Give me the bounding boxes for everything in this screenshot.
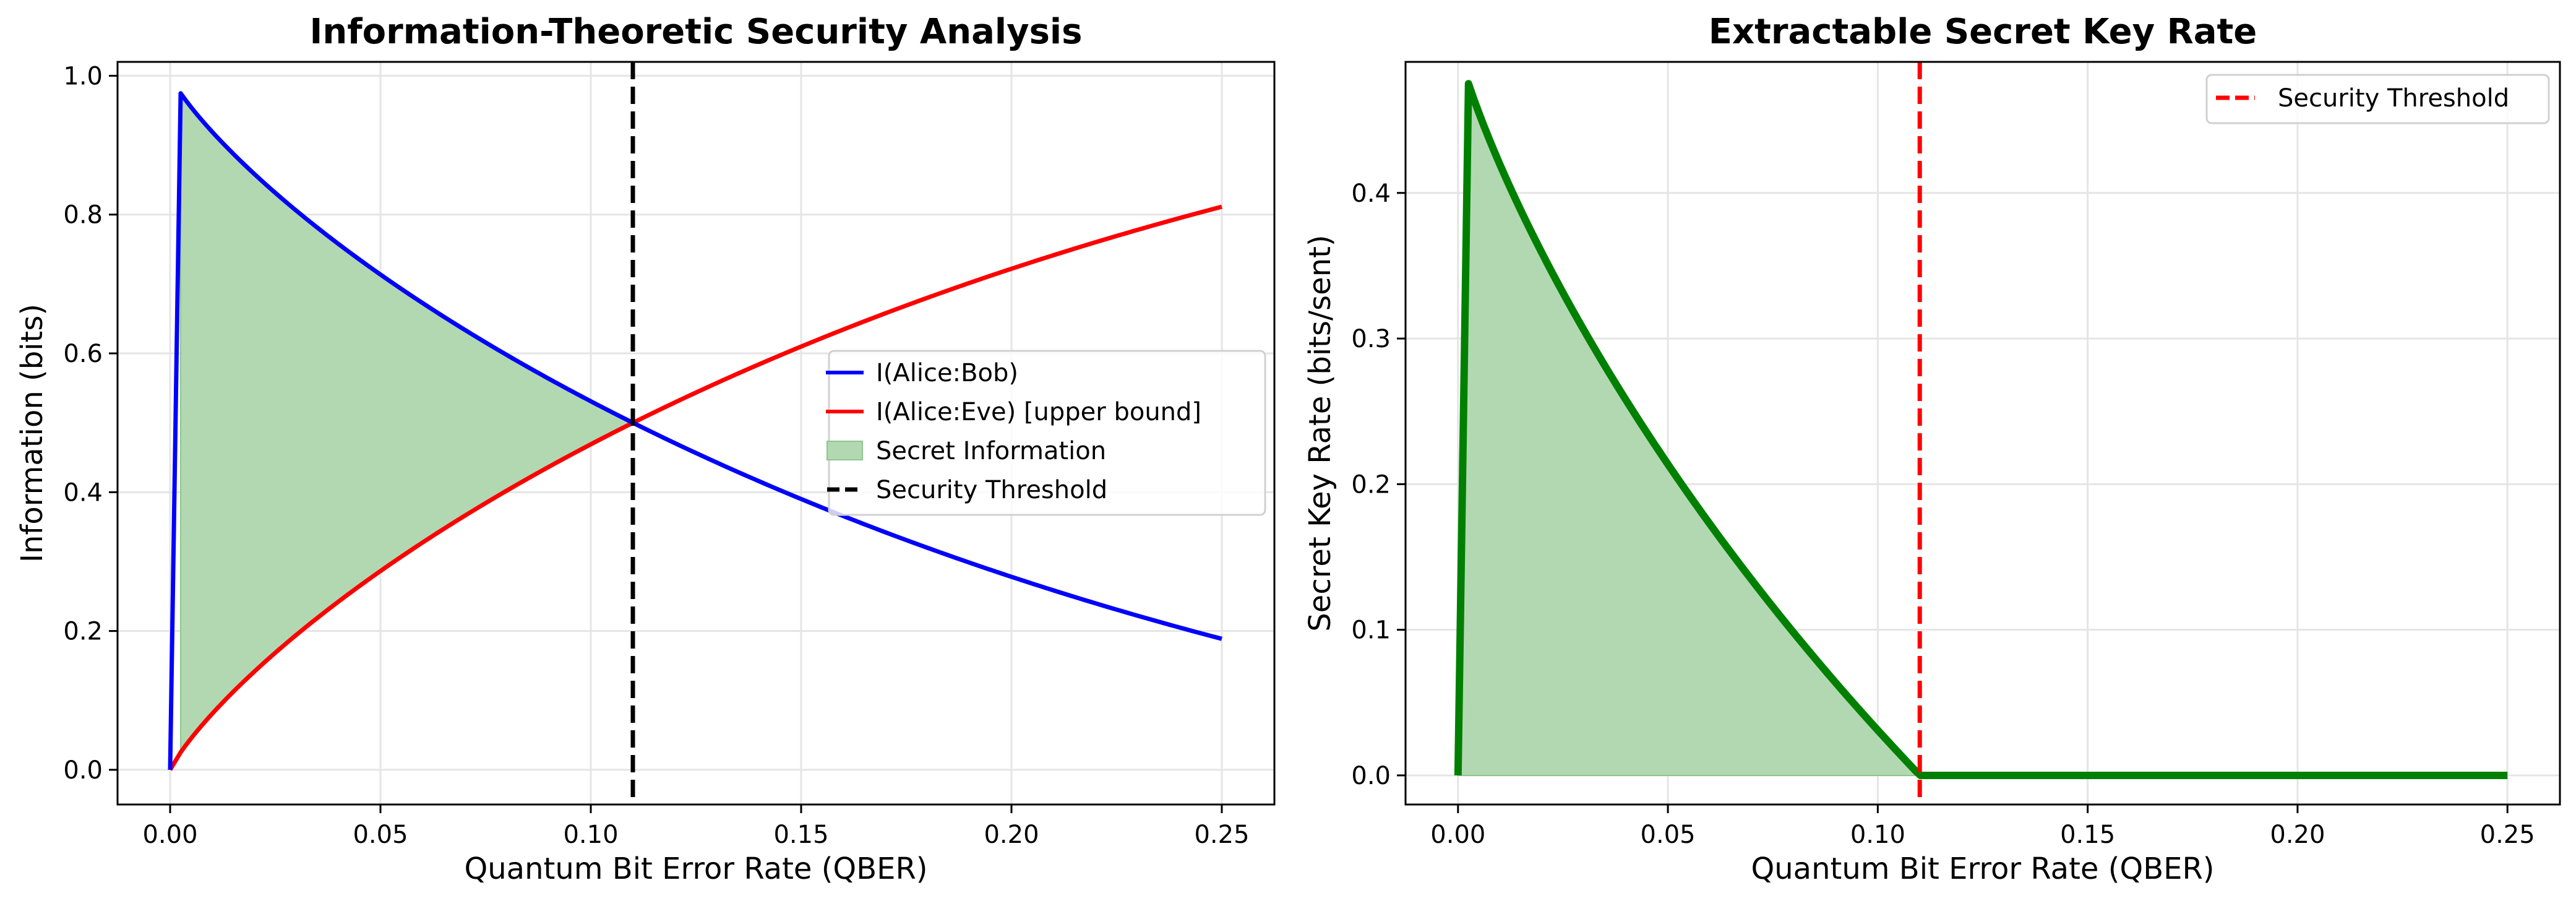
y-tick-label: 0.2 bbox=[1351, 470, 1391, 499]
x-tick-label: 0.10 bbox=[563, 821, 618, 849]
y-tick-label: 0.0 bbox=[63, 756, 103, 785]
x-tick-label: 0.25 bbox=[2480, 821, 2535, 849]
left-series-lines bbox=[168, 91, 1222, 771]
left-y-ticks: 0.0 0.2 0.4 0.6 0.8 1.0 bbox=[63, 62, 118, 785]
legend-label-secret-information: Secret Information bbox=[876, 437, 1106, 465]
key-rate-line bbox=[1454, 80, 2508, 779]
left-x-ticks: 0.00 0.05 0.10 0.15 0.20 0.25 bbox=[142, 805, 1250, 849]
right-chart-title: Extractable Secret Key Rate bbox=[1709, 12, 2257, 52]
legend-label-alice-bob: I(Alice:Bob) bbox=[876, 359, 1018, 387]
right-legend-box bbox=[2205, 74, 2550, 124]
y-tick-label: 0.4 bbox=[63, 478, 103, 507]
y-tick-label: 0.3 bbox=[1351, 325, 1391, 353]
key-rate-area bbox=[1457, 83, 2508, 776]
y-tick-label: 0.6 bbox=[63, 340, 103, 368]
left-chart-title: Information-Theoretic Security Analysis bbox=[310, 12, 1083, 52]
y-tick-label: 0.0 bbox=[1351, 762, 1391, 790]
right-key-rate-line bbox=[1454, 80, 2508, 779]
x-tick-label: 0.00 bbox=[1430, 821, 1485, 849]
y-tick-label: 0.1 bbox=[1351, 616, 1391, 645]
right-x-ticks: 0.00 0.05 0.10 0.15 0.20 0.25 bbox=[1430, 805, 2535, 849]
x-tick-label: 0.10 bbox=[1850, 821, 1905, 849]
x-tick-label: 0.25 bbox=[1194, 821, 1249, 849]
legend-label-security-threshold-left: Security Threshold bbox=[876, 476, 1107, 504]
x-tick-label: 0.15 bbox=[2060, 821, 2115, 849]
left-legend-box bbox=[828, 350, 1266, 516]
right-axes-frame bbox=[1404, 61, 2561, 806]
x-tick-label: 0.20 bbox=[984, 821, 1039, 849]
right-chart: Extractable Secret Key Rate 0.00 0.05 0.10… bbox=[1303, 12, 2561, 886]
x-tick-label: 0.20 bbox=[2270, 821, 2325, 849]
y-tick-label: 0.8 bbox=[63, 201, 103, 230]
right-y-axis-label: Secret Key Rate (bits/sent) bbox=[1303, 235, 1337, 631]
alice-bob-line bbox=[168, 91, 1222, 770]
left-legend: I(Alice:Bob) I(Alice:Eve) [upper bound] … bbox=[826, 350, 1266, 516]
left-axes-frame bbox=[116, 61, 1276, 806]
right-legend: Security Threshold bbox=[2205, 74, 2550, 124]
y-tick-label: 1.0 bbox=[63, 62, 103, 90]
secret-information-area bbox=[180, 91, 629, 754]
legend-patch-secret-information-icon bbox=[826, 441, 863, 460]
x-tick-label: 0.15 bbox=[773, 821, 828, 849]
left-y-axis-label: Information (bits) bbox=[15, 304, 49, 563]
right-y-ticks: 0.0 0.1 0.2 0.3 0.4 bbox=[1351, 179, 1406, 790]
x-tick-label: 0.00 bbox=[142, 821, 197, 849]
x-tick-label: 0.05 bbox=[353, 821, 408, 849]
left-chart: Information-Theoretic Security Analysis … bbox=[15, 12, 1276, 886]
y-tick-label: 0.4 bbox=[1351, 179, 1391, 208]
legend-label-security-threshold-right: Security Threshold bbox=[2278, 84, 2509, 113]
legend-label-alice-eve: I(Alice:Eve) [upper bound] bbox=[876, 398, 1201, 426]
right-key-rate-fill bbox=[1457, 83, 2508, 776]
x-tick-label: 0.05 bbox=[1641, 821, 1696, 849]
y-tick-label: 0.2 bbox=[63, 618, 103, 646]
right-x-axis-label: Quantum Bit Error Rate (QBER) bbox=[1751, 852, 2214, 886]
left-x-axis-label: Quantum Bit Error Rate (QBER) bbox=[464, 852, 927, 886]
left-secret-information-fill bbox=[180, 91, 629, 754]
alice-eve-line bbox=[168, 204, 1222, 771]
